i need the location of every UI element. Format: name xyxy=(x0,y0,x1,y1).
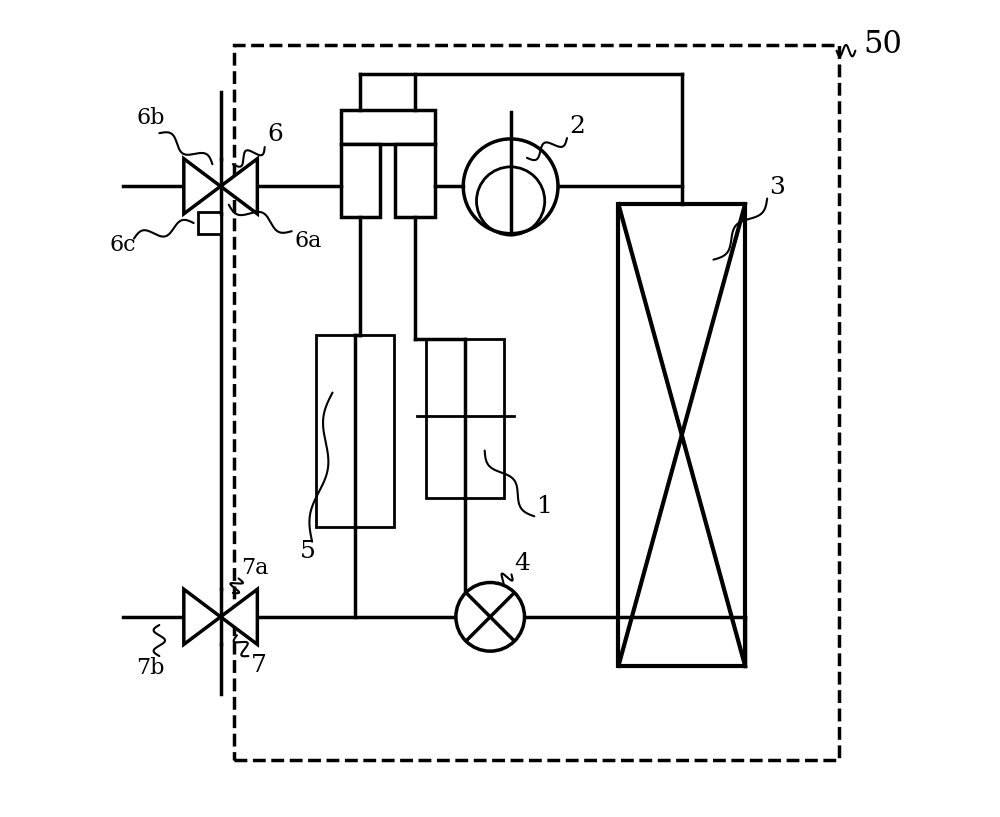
Text: 7a: 7a xyxy=(241,557,268,578)
Text: 4: 4 xyxy=(514,552,530,575)
Polygon shape xyxy=(221,589,257,645)
Text: 5: 5 xyxy=(300,540,316,563)
Text: 50: 50 xyxy=(864,29,902,60)
Text: 6b: 6b xyxy=(136,108,165,129)
Bar xyxy=(341,110,435,145)
Circle shape xyxy=(456,583,525,651)
Bar xyxy=(426,339,504,498)
Bar xyxy=(198,212,221,234)
Bar xyxy=(316,335,394,527)
Text: 2: 2 xyxy=(569,115,585,138)
Text: 6c: 6c xyxy=(109,234,136,256)
Circle shape xyxy=(463,139,558,234)
Polygon shape xyxy=(221,158,257,214)
Text: 1: 1 xyxy=(537,495,553,518)
Polygon shape xyxy=(184,158,221,214)
Bar xyxy=(341,145,380,217)
Text: 6: 6 xyxy=(267,123,283,146)
Bar xyxy=(618,204,745,666)
Text: 3: 3 xyxy=(770,176,785,199)
Text: 6a: 6a xyxy=(294,230,321,252)
Polygon shape xyxy=(184,589,221,645)
Bar xyxy=(395,145,435,217)
Bar xyxy=(234,45,839,760)
Text: 7: 7 xyxy=(251,654,267,677)
Text: 7b: 7b xyxy=(136,658,165,679)
